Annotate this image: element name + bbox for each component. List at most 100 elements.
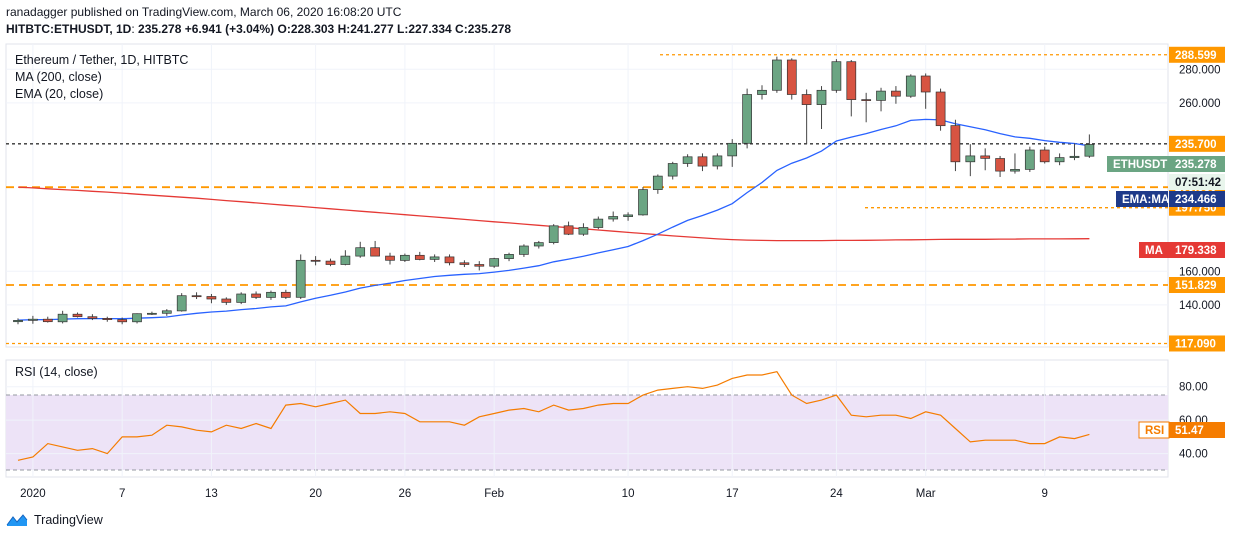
symbol-ohlc-bar: HITBTC:ETHUSDT, 1D: 235.278 +6.941 (+3.0… — [6, 22, 512, 36]
candle-2020-01-28 — [429, 254, 440, 262]
candle-2020-01-12 — [191, 292, 202, 300]
candle-body-2020-01-02 — [42, 318, 53, 323]
level-badge-0-text: 288.599 — [1175, 50, 1217, 62]
candle-body-2020-03-08 — [1024, 149, 1035, 170]
candle-2020-01-02 — [42, 316, 53, 323]
ethusdt-price-badge-bg — [1169, 156, 1225, 172]
time-tick-6: 10 — [622, 488, 635, 500]
candle-2020-02-21 — [786, 58, 797, 100]
rsi-band — [6, 395, 1168, 470]
candle-body-2020-02-06 — [563, 225, 574, 235]
candle-2020-02-27 — [876, 87, 886, 112]
candle-body-2020-01-29 — [444, 256, 455, 264]
publish-line: ranadagger published on TradingView.com,… — [6, 5, 402, 19]
candle-2020-01-13 — [206, 293, 217, 304]
candle-body-2020-02-16 — [712, 155, 723, 167]
candle-body-2020-01-27 — [414, 254, 425, 260]
level-badge-0: 288.599 — [1169, 46, 1225, 63]
candle-2020-02-15 — [697, 153, 708, 172]
candle-2019-12-31 — [13, 318, 23, 325]
candle-body-2020-01-30 — [459, 262, 470, 265]
candle-2020-01-24 — [370, 240, 380, 257]
candle-2020-01-21 — [325, 258, 336, 267]
countdown-badge-text: 07:51:42 — [1175, 177, 1221, 189]
candle-body-2020-03-04 — [965, 155, 976, 163]
candle-2020-01-06 — [102, 316, 113, 322]
candle-2020-01-19 — [295, 254, 306, 300]
legend-title[interactable]: Ethereum / Tether, 1D, HITBTC — [15, 53, 188, 67]
close-label: C: — [455, 22, 468, 36]
candle-body-2020-01-09 — [147, 312, 157, 315]
emama-badge-bg — [1116, 191, 1168, 207]
candle-body-2020-02-19 — [757, 89, 767, 95]
candle-body-2020-03-11 — [1069, 155, 1080, 158]
candle-2020-02-24 — [831, 59, 842, 93]
candle-body-2020-02-20 — [772, 59, 782, 91]
candle-2020-02-06 — [563, 221, 574, 236]
candle-2020-01-30 — [459, 260, 470, 268]
rsi-line — [17, 371, 1090, 461]
candle-2020-02-11 — [638, 187, 648, 216]
candle-body-2020-01-23 — [355, 247, 366, 257]
candle-body-2020-02-27 — [876, 90, 886, 101]
symbol-label[interactable]: HITBTC:ETHUSDT, 1D — [6, 22, 132, 36]
candle-body-2020-02-10 — [623, 214, 633, 217]
candle-body-2020-01-25 — [385, 255, 395, 261]
candle-body-2020-03-09 — [1039, 149, 1050, 163]
candle-2020-01-31 — [474, 261, 485, 271]
candle-2020-01-22 — [340, 250, 351, 266]
candle-2020-02-03 — [519, 244, 529, 257]
rsi-value-badge: 51.47 — [1169, 422, 1225, 438]
level-badge-5-bg — [1169, 335, 1225, 352]
candle-body-2020-01-31 — [474, 264, 485, 267]
candle-body-2020-02-29 — [905, 75, 916, 97]
candle-2020-01-11 — [176, 293, 187, 312]
rsi-tick-2: 80.00 — [1179, 382, 1208, 394]
candle-body-2020-02-01 — [489, 258, 500, 267]
legend-ema[interactable]: EMA (20, close) — [15, 87, 103, 101]
candle-2020-01-26 — [400, 253, 410, 262]
candle-2020-01-08 — [132, 313, 142, 324]
emama-value-badge-bg — [1169, 191, 1225, 207]
time-tick-7: 17 — [726, 488, 739, 500]
price-change: +6.941 (+3.04%) — [184, 22, 275, 36]
ma-badge-text: MA — [1145, 245, 1163, 257]
candle-body-2020-03-07 — [1010, 169, 1020, 172]
candle-2020-02-23 — [816, 86, 827, 130]
candle-2020-01-10 — [161, 309, 172, 316]
candle-body-2020-02-23 — [816, 89, 827, 105]
candle-body-2020-02-04 — [533, 242, 544, 247]
high-label: H: — [337, 22, 351, 36]
candle-body-2020-02-11 — [638, 189, 648, 216]
candle-2020-02-16 — [712, 153, 723, 170]
candle-2020-01-01 — [28, 315, 38, 324]
rsi-legend[interactable]: RSI (14, close) — [15, 365, 98, 379]
candle-2020-02-09 — [608, 211, 619, 222]
level-badge-4: 151.829 — [1169, 277, 1225, 294]
candle-body-2020-02-12 — [652, 175, 663, 190]
ethusdt-price-badge: 235.278 — [1169, 156, 1225, 172]
candle-2020-01-25 — [385, 252, 395, 265]
ma-badge-bg — [1139, 242, 1169, 258]
candle-2020-02-04 — [533, 240, 544, 249]
footer-brand[interactable]: TradingView — [6, 513, 103, 527]
candle-body-2020-01-18 — [280, 291, 291, 298]
candle-2020-03-08 — [1024, 146, 1035, 172]
candle-body-2020-02-17 — [727, 142, 738, 157]
candle-2020-02-10 — [623, 212, 633, 221]
horizontal-levels — [6, 54, 1168, 345]
time-axis[interactable]: 2020 7 13 20 26 Feb 10 17 24 Mar 9 — [20, 488, 1048, 500]
legend-ma[interactable]: MA (200, close) — [15, 70, 102, 84]
close-value: 235.278 — [467, 22, 512, 36]
candle-body-2020-01-26 — [400, 254, 410, 261]
candle-body-2020-03-10 — [1054, 157, 1065, 163]
candle-2020-02-08 — [593, 216, 604, 230]
price-axis[interactable]: 140.000 160.000 260.000 280.000 — [1179, 64, 1221, 312]
time-tick-3: 20 — [309, 488, 322, 500]
candles — [13, 56, 1095, 325]
candle-2020-01-09 — [147, 311, 157, 316]
candle-body-2020-02-07 — [578, 227, 589, 235]
candle-body-2020-01-06 — [102, 318, 113, 320]
